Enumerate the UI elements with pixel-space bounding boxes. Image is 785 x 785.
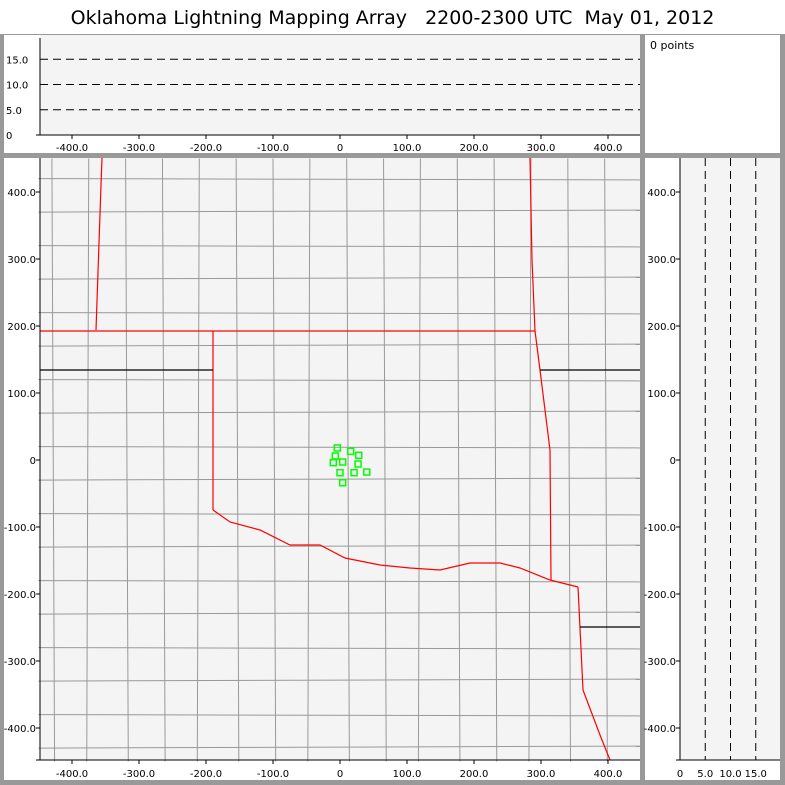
y-tick-label: 200.0 — [7, 322, 36, 333]
county-line — [38, 178, 642, 181]
z-tick-label: 5.0 — [697, 769, 713, 780]
county-line — [493, 158, 498, 762]
x-tick-label: 100.0 — [393, 769, 422, 780]
station-marker — [363, 468, 371, 476]
county-line — [456, 158, 461, 762]
county-line — [346, 158, 350, 762]
station-marker — [329, 458, 338, 467]
y-tick-label: -100.0 — [4, 523, 36, 534]
y-tick-label: -100.0 — [644, 523, 676, 534]
station-marker — [338, 458, 347, 466]
x-tick-label: -300.0 — [123, 769, 155, 780]
y-tick-label: -200.0 — [4, 590, 36, 601]
county-line — [38, 714, 642, 717]
county-line — [38, 513, 642, 516]
county-line — [86, 158, 90, 762]
x-tick-label: 0 — [337, 769, 343, 780]
x-tick-label: -200.0 — [190, 769, 222, 780]
x-tick-label: 0 — [337, 143, 343, 154]
county-line — [272, 158, 277, 762]
x-tick-label: 200.0 — [460, 143, 489, 154]
station-marker — [346, 447, 355, 456]
county-line — [235, 158, 240, 762]
x-tick-label: 400.0 — [594, 143, 623, 154]
z-tick-label: 10.0 — [719, 769, 741, 780]
station-marker — [355, 451, 363, 460]
y-tick-label: -300.0 — [644, 657, 676, 668]
x-tick-label: -400.0 — [56, 769, 88, 780]
county-line — [38, 611, 642, 615]
county-line — [51, 158, 56, 762]
y-tick-label: -400.0 — [4, 724, 36, 735]
county-line — [125, 158, 129, 762]
county-line — [417, 158, 421, 762]
x-tick-label: 100.0 — [393, 143, 422, 154]
station-marker — [333, 444, 342, 452]
x-tick-label: -200.0 — [190, 143, 222, 154]
x-tick-label: -100.0 — [257, 769, 289, 780]
x-tick-label: 200.0 — [460, 769, 489, 780]
station-marker — [338, 479, 347, 487]
county-line — [38, 544, 642, 548]
county-line — [38, 312, 642, 315]
state-border-texas-louisiana — [577, 586, 611, 761]
county-line — [604, 158, 608, 762]
x-tick-label: -100.0 — [257, 143, 289, 154]
county-line — [38, 745, 642, 749]
county-line — [307, 158, 311, 762]
y-tick-label: 0 — [670, 456, 676, 467]
x-tick-label: -300.0 — [123, 143, 155, 154]
state-border-red-river — [212, 509, 579, 588]
x-tick-label: 300.0 — [527, 143, 556, 154]
z-tick-label: 5.0 — [6, 106, 22, 117]
x-tick-label: 400.0 — [594, 769, 623, 780]
county-line — [38, 678, 642, 682]
county-line — [38, 343, 642, 347]
county-line — [38, 276, 642, 280]
z-tick-label: 10.0 — [6, 81, 28, 92]
z-tick-label: 15.0 — [745, 769, 767, 780]
points-count: 0 points — [650, 39, 695, 52]
y-tick-label: 300.0 — [7, 255, 36, 266]
y-tick-label: -300.0 — [4, 657, 36, 668]
points-panel — [645, 35, 780, 153]
county-line — [567, 158, 571, 762]
county-line — [38, 647, 642, 650]
state-border-oklahoma-arkansas — [529, 157, 552, 581]
y-tick-label: 100.0 — [647, 389, 676, 400]
county-line — [196, 158, 200, 762]
county-line — [383, 158, 387, 762]
y-tick-label: 100.0 — [7, 389, 36, 400]
y-tick-label: 200.0 — [647, 322, 676, 333]
station-marker — [350, 468, 358, 477]
county-line — [38, 209, 642, 213]
x-tick-label: 300.0 — [527, 769, 556, 780]
county-line — [38, 245, 642, 248]
station-marker — [354, 460, 362, 468]
y-tick-label: -200.0 — [644, 590, 676, 601]
county-line — [38, 410, 642, 414]
y-tick-label: 0 — [30, 456, 36, 467]
z-tick-label: 0 — [677, 769, 683, 780]
state-border-colorado-kansas — [95, 157, 103, 331]
y-tick-label: 400.0 — [647, 188, 676, 199]
county-line — [161, 158, 166, 762]
station-marker — [336, 468, 344, 477]
y-tick-label: -400.0 — [644, 724, 676, 735]
county-line — [38, 580, 642, 583]
y-tick-label: 300.0 — [647, 255, 676, 266]
z-tick-label: 15.0 — [6, 55, 28, 66]
x-tick-label: -400.0 — [56, 143, 88, 154]
county-line — [528, 158, 532, 762]
y-tick-label: 400.0 — [7, 188, 36, 199]
chart-title: Oklahoma Lightning Mapping Array 2200-23… — [0, 0, 785, 34]
z-tick-label: 0 — [6, 131, 12, 142]
